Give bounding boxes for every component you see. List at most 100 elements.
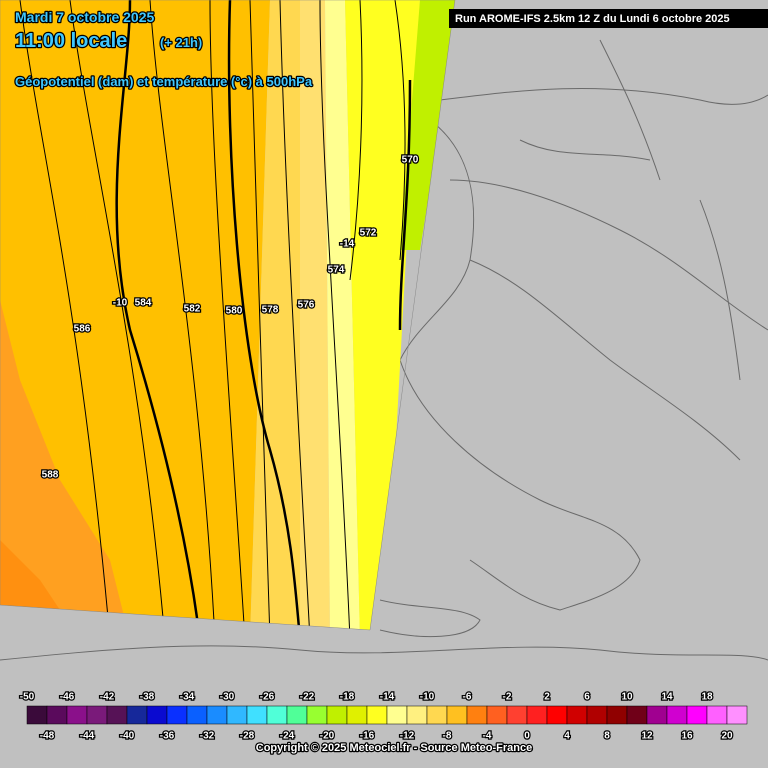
legend-swatch (86, 705, 108, 725)
legend-swatch (626, 705, 648, 725)
legend-swatch (106, 705, 128, 725)
legend-swatch (666, 705, 688, 725)
coastlines (0, 39, 768, 661)
isotherm-label: -10 (113, 298, 128, 309)
contour-label: 580 (226, 306, 243, 317)
legend-tick: -36 (160, 731, 175, 742)
legend-tick: 12 (641, 731, 653, 742)
contour-label: 578 (262, 305, 279, 316)
legend-tick: -14 (380, 692, 395, 703)
run-box (449, 9, 768, 28)
isotherms (115, 0, 412, 630)
legend-tick: -26 (260, 692, 275, 703)
legend-tick: 2 (544, 692, 550, 703)
contour-label: 584 (135, 298, 152, 309)
time: 11:00 locale (15, 30, 127, 52)
legend-tick: -48 (40, 731, 55, 742)
legend-swatch (686, 705, 708, 725)
contours (19, 0, 406, 630)
legend-swatch (526, 705, 548, 725)
legend-swatch (146, 705, 168, 725)
legend-swatch (366, 705, 388, 725)
band (0, 0, 270, 630)
legend-swatch (166, 705, 188, 725)
legend-tick: 8 (604, 731, 610, 742)
band (250, 0, 300, 630)
legend-tick: 10 (621, 692, 633, 703)
legend-tick: 0 (524, 731, 530, 742)
offset: (+ 21h) (160, 35, 202, 50)
legend-tick: 16 (681, 731, 693, 742)
band (325, 0, 360, 630)
legend-swatch (546, 705, 568, 725)
legend-swatch (346, 705, 368, 725)
band (0, 300, 130, 630)
temperature-field (0, 0, 455, 630)
legend-tick: 18 (701, 692, 713, 703)
legend-swatch (646, 705, 668, 725)
legend-tick: -34 (180, 692, 195, 703)
legend-swatch (466, 705, 488, 725)
legend-swatch (206, 705, 228, 725)
band (400, 0, 455, 250)
legend-swatch (606, 705, 628, 725)
legend-tick: -18 (340, 692, 355, 703)
band (300, 0, 330, 630)
legend-tick: 4 (564, 731, 570, 742)
legend-swatch (506, 705, 528, 725)
legend-swatch (186, 705, 208, 725)
legend-tick: 14 (661, 692, 673, 703)
legend-tick: -16 (360, 731, 375, 742)
legend-swatch (446, 705, 468, 725)
legend-swatch (426, 705, 448, 725)
isotherm-label: -14 (340, 239, 355, 250)
copyright: Copyright © 2025 Meteociel.fr - Source M… (256, 742, 532, 754)
legend-swatch (226, 705, 248, 725)
legend-tick: 20 (721, 731, 733, 742)
legend-tick: -32 (200, 731, 215, 742)
legend-swatch (326, 705, 348, 725)
legend-tick: -8 (443, 731, 452, 742)
legend-tick: -40 (120, 731, 135, 742)
legend-tick: -24 (280, 731, 295, 742)
legend-swatch (306, 705, 328, 725)
legend-swatch (66, 705, 88, 725)
legend-tick: -50 (20, 692, 35, 703)
legend-swatch (386, 705, 408, 725)
legend-tick: -6 (463, 692, 472, 703)
legend-tick: -2 (503, 692, 512, 703)
contour-label: 572 (360, 228, 377, 239)
date: Mardi 7 octobre 2025 (15, 9, 154, 25)
legend-tick: -28 (240, 731, 255, 742)
legend-tick: -4 (483, 731, 492, 742)
legend-tick: -42 (100, 692, 115, 703)
subtitle: Géopotentiel (dam) et température (°c) à… (15, 74, 313, 89)
legend-swatch (286, 705, 308, 725)
legend-swatch (706, 705, 728, 725)
contour-label: 574 (328, 265, 345, 276)
legend-swatch (486, 705, 508, 725)
legend-tick: -10 (420, 692, 435, 703)
legend-swatch (586, 705, 608, 725)
band (345, 0, 420, 630)
legend-swatch (726, 705, 748, 725)
contour-label: 588 (42, 470, 59, 481)
legend-tick: -46 (60, 692, 75, 703)
legend-tick: -44 (80, 731, 95, 742)
legend-swatch (26, 705, 48, 725)
legend-swatch (266, 705, 288, 725)
contour-label: 582 (184, 304, 201, 315)
run-info: Run AROME-IFS 2.5km 12 Z du Lundi 6 octo… (455, 13, 730, 25)
legend-swatch (406, 705, 428, 725)
legend-tick: -20 (320, 731, 335, 742)
legend-swatch (46, 705, 68, 725)
domain-border (0, 0, 456, 631)
legend-tick: -38 (140, 692, 155, 703)
contour-label: 570 (402, 155, 419, 166)
legend-tick: -30 (220, 692, 235, 703)
legend-tick: 6 (584, 692, 590, 703)
legend-swatch (566, 705, 588, 725)
legend-tick: -12 (400, 731, 415, 742)
